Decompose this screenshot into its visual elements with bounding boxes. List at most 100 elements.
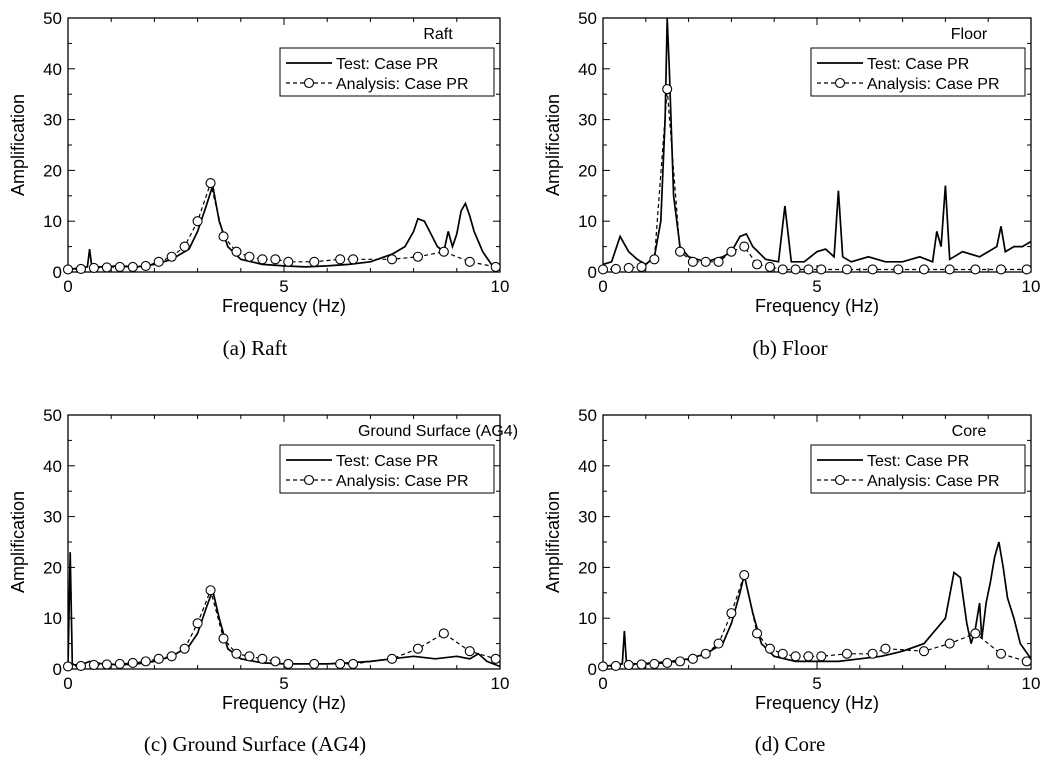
x-axis-label: Frequency (Hz) [222, 296, 346, 316]
y-tick-label: 40 [43, 457, 62, 476]
legend-box [279, 47, 495, 97]
analysis-data-point [270, 254, 281, 265]
analysis-data-point [918, 646, 930, 657]
analysis-data-point [803, 264, 814, 275]
analysis-series-line [68, 180, 496, 271]
analysis-data-point [597, 661, 609, 672]
y-tick-label: 30 [578, 111, 597, 130]
x-tick-label: 10 [1022, 277, 1041, 296]
legend-label-test: Test: Case PR [867, 56, 969, 73]
analysis-data-point [114, 658, 125, 669]
y-tick-label: 20 [578, 161, 597, 180]
analysis-data-point [166, 251, 177, 262]
analysis-data-point [752, 259, 763, 270]
analysis-series-line [68, 588, 496, 668]
analysis-data-point [610, 263, 621, 275]
analysis-data-point [777, 648, 788, 659]
y-tick-label: 10 [578, 212, 597, 231]
analysis-data-point [623, 262, 634, 273]
analysis-data-point [257, 653, 268, 664]
chart-panel-4: 0 5 10 0 10 20 30 40 50 Frequency (Hz) Amplificati… [543, 406, 1040, 756]
analysis-data-point [662, 657, 673, 668]
x-axis-label: Frequency (Hz) [755, 296, 879, 316]
panel-caption: (b) Floor [752, 336, 827, 360]
legend-label-analysis: Analysis: Case PR [867, 473, 1000, 490]
y-axis-label: Amplification [8, 491, 28, 593]
y-tick-label: 10 [43, 212, 62, 231]
analysis-data-point [464, 256, 475, 267]
y-tick-label: 10 [43, 609, 62, 628]
y-tick-label: 0 [53, 660, 62, 679]
y-tick-label: 40 [578, 60, 597, 79]
legend-label-analysis: Analysis: Case PR [867, 76, 1000, 93]
legend-marker-analysis [303, 474, 315, 486]
analysis-data-point [674, 656, 686, 667]
analysis-data-point [726, 246, 737, 257]
legend-label-test: Test: Case PR [336, 453, 438, 470]
analysis-data-point [944, 264, 955, 275]
analysis-data-point [283, 658, 294, 669]
analysis-data-point [700, 648, 711, 659]
plot-area [603, 541, 1031, 668]
y-tick-label: 50 [578, 406, 597, 425]
x-tick-label: 0 [63, 277, 72, 296]
y-tick-label: 50 [578, 9, 597, 28]
x-tick-label: 10 [491, 674, 510, 693]
analysis-data-point [309, 658, 320, 669]
y-tick-label: 50 [43, 9, 62, 28]
legend-box [810, 444, 1026, 494]
analysis-data-point [726, 608, 737, 619]
analysis-data-point [140, 260, 151, 271]
y-tick-label: 10 [578, 609, 597, 628]
analysis-data-point [970, 264, 981, 275]
analysis-data-point [490, 261, 501, 272]
legend: Test: Case PR Analysis: Case PR [279, 47, 495, 97]
analysis-data-point [153, 256, 164, 267]
analysis-data-point [205, 178, 216, 189]
legend-label-test: Test: Case PR [867, 453, 969, 470]
legend: Test: Case PR Analysis: Case PR [279, 444, 495, 494]
analysis-data-point [309, 256, 320, 267]
test-series-line [603, 541, 1031, 668]
analysis-data-point [218, 633, 229, 644]
analysis-data-point [893, 264, 904, 275]
y-tick-label: 20 [43, 161, 62, 180]
panel-title: Ground Surface (AG4) [358, 423, 518, 440]
analysis-data-point [662, 84, 673, 95]
analysis-data-point [880, 643, 891, 654]
analysis-data-point [438, 246, 449, 257]
legend-marker-analysis [834, 474, 846, 486]
analysis-data-point [192, 216, 203, 227]
analysis-data-point [944, 638, 955, 649]
legend-label-analysis: Analysis: Case PR [336, 76, 469, 93]
y-tick-label: 20 [578, 558, 597, 577]
chart-panel-2: 0 5 10 0 10 20 30 40 50 Frequency (Hz) Amplificati… [543, 9, 1040, 360]
analysis-data-point [75, 263, 87, 275]
y-axis-label: Amplification [543, 491, 563, 593]
legend-label-test: Test: Case PR [336, 56, 438, 73]
analysis-data-point [386, 653, 398, 664]
panel-title: Floor [951, 26, 988, 43]
y-tick-label: 30 [43, 508, 62, 527]
analysis-data-point [88, 262, 99, 273]
legend-box [810, 47, 1026, 97]
y-tick-label: 20 [43, 558, 62, 577]
analysis-data-point [75, 660, 87, 672]
panel-title: Core [952, 423, 987, 440]
x-axis-label: Frequency (Hz) [755, 693, 879, 713]
analysis-data-point [335, 254, 346, 265]
y-tick-label: 40 [43, 60, 62, 79]
analysis-data-point [192, 618, 203, 629]
analysis-data-point [1021, 656, 1032, 667]
legend: Test: Case PR Analysis: Case PR [810, 444, 1026, 494]
x-tick-label: 10 [1022, 674, 1041, 693]
test-series-line [68, 552, 500, 668]
y-axis-label: Amplification [8, 94, 28, 196]
analysis-data-point [244, 251, 255, 262]
x-tick-label: 5 [279, 277, 288, 296]
y-tick-label: 0 [588, 660, 597, 679]
analysis-data-point [649, 254, 660, 265]
panel-caption: (a) Raft [223, 336, 288, 360]
legend-label-analysis: Analysis: Case PR [336, 473, 469, 490]
analysis-data-point [231, 246, 242, 257]
